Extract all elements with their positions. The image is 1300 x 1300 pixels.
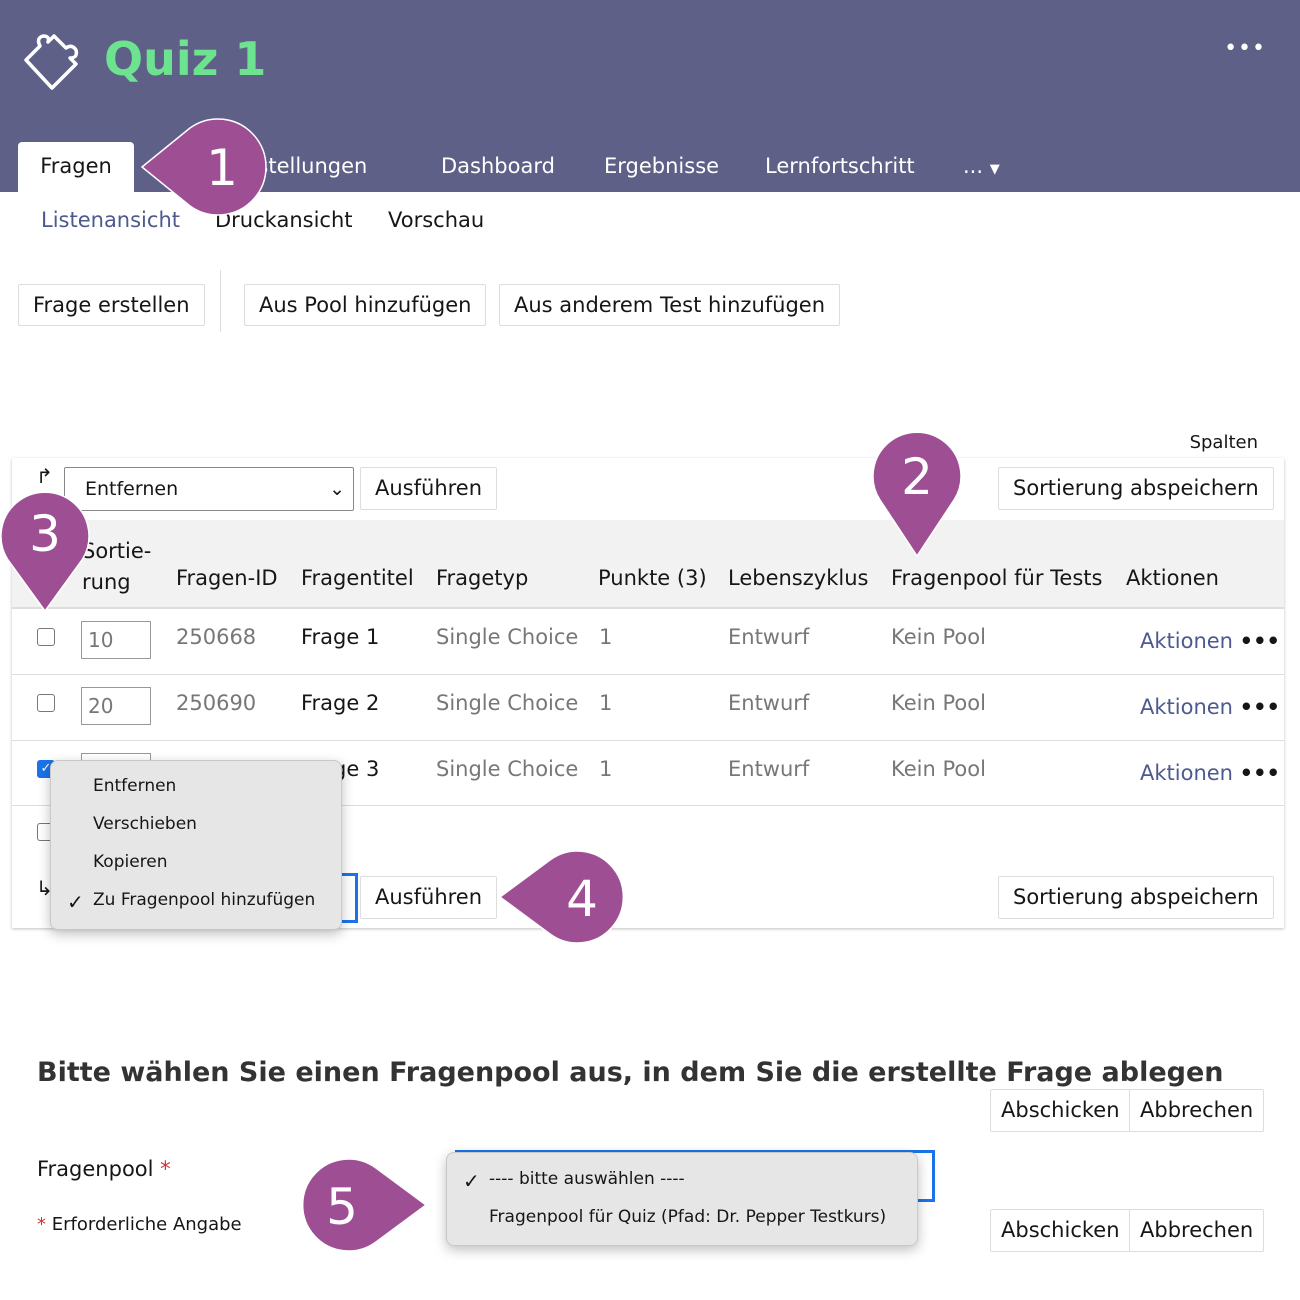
question-type: Single Choice: [436, 625, 579, 649]
question-title[interactable]: Frage 1: [301, 625, 380, 649]
cancel-button-bottom[interactable]: Abbrechen: [1129, 1209, 1265, 1252]
question-id: 250668: [176, 625, 257, 649]
callout-5-marker: [301, 1158, 428, 1252]
chevron-down-icon: ⌄: [329, 478, 345, 500]
actions-label: Aktionen: [1140, 761, 1233, 785]
check-icon: ✓: [463, 1169, 480, 1193]
arrow-icon: ↱: [36, 464, 53, 488]
row-checkbox[interactable]: [37, 694, 55, 712]
subtab-vorschau[interactable]: Vorschau: [388, 208, 485, 232]
sort-input[interactable]: 20: [81, 687, 151, 725]
question-type: Single Choice: [436, 691, 579, 715]
option-bitte-auswaehlen[interactable]: ---- bitte auswählen ----: [489, 1169, 685, 1189]
page-title: Quiz 1: [104, 32, 267, 86]
action-select[interactable]: Entfernen ⌄: [64, 467, 354, 511]
tab-more-label: ...: [963, 154, 984, 178]
run-button[interactable]: Ausführen: [360, 467, 498, 510]
divider: [220, 270, 221, 332]
col-lifecycle[interactable]: Lebenszyklus: [728, 566, 869, 590]
fragenpool-label-text: Fragenpool: [37, 1157, 154, 1181]
row-checkbox[interactable]: [37, 628, 55, 646]
col-sort[interactable]: Sortie- rung: [82, 539, 152, 594]
menu-item-entfernen[interactable]: Entfernen: [93, 776, 177, 796]
action-select-value: Entfernen: [85, 478, 179, 500]
actions-label: Aktionen: [1140, 695, 1233, 719]
actions-link[interactable]: Aktionen •••: [1140, 761, 1280, 785]
required-note-text: Erforderliche Angabe: [51, 1214, 242, 1235]
callout-4: 4: [566, 870, 598, 928]
tab-dashboard[interactable]: Dashboard: [441, 154, 555, 178]
lifecycle: Entwurf: [728, 691, 810, 715]
save-sort-button[interactable]: Sortierung abspeichern: [998, 467, 1274, 510]
more-icon[interactable]: •••: [1224, 36, 1266, 61]
subtab-druckansicht[interactable]: Druckansicht: [215, 208, 353, 232]
table-row: [12, 608, 1284, 674]
submit-button-bottom[interactable]: Abschicken: [990, 1209, 1131, 1252]
option-fragenpool-quiz[interactable]: Fragenpool für Quiz (Pfad: Dr. Pepper Te…: [489, 1207, 887, 1227]
actions-label: Aktionen: [1140, 629, 1233, 653]
create-question-button[interactable]: Frage erstellen: [18, 284, 205, 326]
callout-2: 2: [901, 448, 933, 506]
table-row: [12, 674, 1284, 740]
action-dropdown-menu: Entfernen Verschieben Kopieren ✓ Zu Frag…: [50, 760, 342, 930]
callout-4-marker: [498, 850, 625, 944]
lifecycle: Entwurf: [728, 625, 810, 649]
question-type: Single Choice: [436, 757, 579, 781]
pool: Kein Pool: [891, 625, 986, 649]
callout-1-marker: [140, 118, 267, 216]
table-row: [12, 740, 1284, 806]
add-from-pool-button[interactable]: Aus Pool hinzufügen: [244, 284, 487, 326]
col-id[interactable]: Fragen-ID: [176, 566, 278, 590]
check-icon: ✓: [67, 890, 84, 914]
tab-lernfortschritt[interactable]: Lernfortschritt: [765, 154, 915, 178]
col-pool[interactable]: Fragenpool für Tests: [891, 566, 1103, 590]
submit-button[interactable]: Abschicken: [990, 1089, 1131, 1132]
fragenpool-label: Fragenpool *: [37, 1157, 171, 1181]
cancel-button[interactable]: Abbrechen: [1129, 1089, 1265, 1132]
callout-1: 1: [206, 139, 238, 197]
puzzle-icon: [24, 34, 79, 90]
tab-more[interactable]: ... ▼: [963, 142, 1000, 192]
callout-3: 3: [29, 505, 61, 563]
save-sort-button-bottom[interactable]: Sortierung abspeichern: [998, 876, 1274, 919]
points: 1: [599, 757, 613, 781]
lifecycle: Entwurf: [728, 757, 810, 781]
fragenpool-dropdown: ✓ ---- bitte auswählen ---- Fragenpool f…: [446, 1152, 918, 1246]
tab-fragen[interactable]: Fragen: [18, 142, 134, 192]
run-button-bottom[interactable]: Ausführen: [360, 876, 498, 919]
col-points[interactable]: Punkte (3): [598, 566, 707, 590]
caret-down-icon: ▼: [989, 162, 1000, 177]
required-note: * Erforderliche Angabe: [37, 1214, 242, 1235]
callout-2-marker: [872, 431, 962, 558]
col-actions: Aktionen: [1126, 566, 1219, 590]
callout-3-marker: [0, 491, 90, 613]
actions-link[interactable]: Aktionen •••: [1140, 629, 1280, 653]
col-type[interactable]: Fragetyp: [436, 566, 529, 590]
menu-item-kopieren[interactable]: Kopieren: [93, 852, 168, 872]
columns-button[interactable]: Spalten: [1189, 432, 1258, 453]
question-id: 250690: [176, 691, 257, 715]
tab-ergebnisse[interactable]: Ergebnisse: [604, 154, 720, 178]
actions-link[interactable]: Aktionen •••: [1140, 695, 1280, 719]
form-title: Bitte wählen Sie einen Fragenpool aus, i…: [37, 1057, 1224, 1088]
arrow-icon: ↳: [36, 876, 53, 900]
subtab-listenansicht[interactable]: Listenansicht: [41, 208, 180, 232]
pool: Kein Pool: [891, 757, 986, 781]
pool: Kein Pool: [891, 691, 986, 715]
question-title[interactable]: Frage 2: [301, 691, 380, 715]
add-from-test-button[interactable]: Aus anderem Test hinzufügen: [499, 284, 841, 326]
points: 1: [599, 625, 613, 649]
menu-item-zu-fragenpool[interactable]: Zu Fragenpool hinzufügen: [93, 890, 316, 910]
callout-5: 5: [326, 1178, 358, 1236]
menu-item-verschieben[interactable]: Verschieben: [93, 814, 197, 834]
sort-input[interactable]: 10: [81, 621, 151, 659]
table-header: [12, 520, 1284, 608]
points: 1: [599, 691, 613, 715]
col-title[interactable]: Fragentitel: [301, 566, 414, 590]
